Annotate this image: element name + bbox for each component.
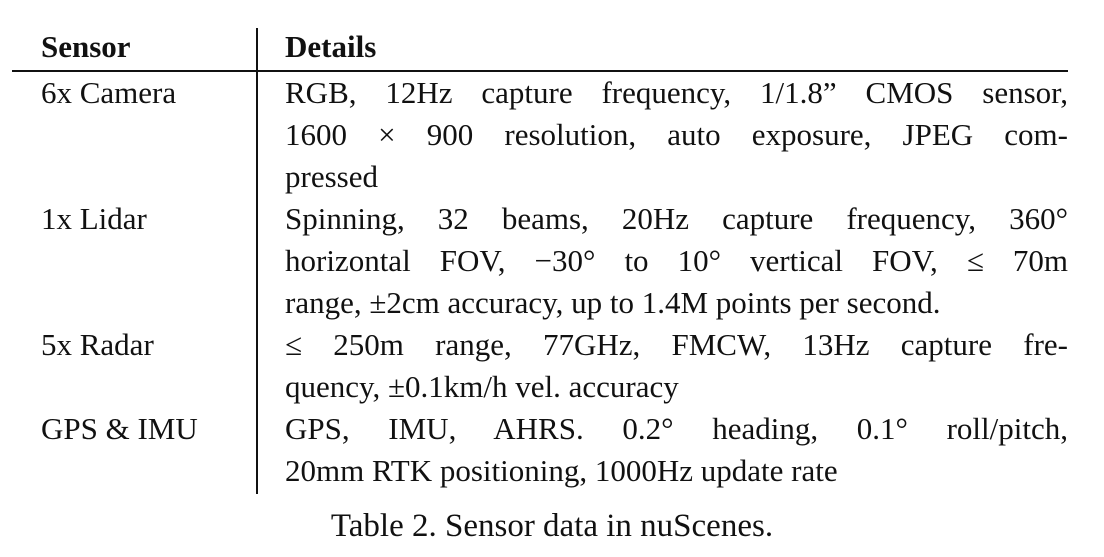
details-line: quency, ±0.1km/h vel. accuracy bbox=[285, 369, 679, 404]
sensor-name: 6x Camera bbox=[41, 75, 177, 110]
sensor-name: GPS & IMU bbox=[41, 411, 198, 446]
details-line: range, ±2cm accuracy, up to 1.4M points … bbox=[285, 285, 941, 320]
details-line: horizontal FOV, −30° to 10° vertical FOV… bbox=[285, 243, 1068, 278]
header-sensor: Sensor bbox=[41, 29, 131, 64]
sensor-details: Spinning, 32 beams, 20Hz capture frequen… bbox=[285, 198, 1068, 324]
header-details: Details bbox=[285, 29, 377, 64]
details-line: 1600 × 900 resolution, auto exposure, JP… bbox=[285, 117, 1068, 152]
header-rule bbox=[12, 70, 1068, 72]
details-line: ≤ 250m range, 77GHz, FMCW, 13Hz capture … bbox=[285, 327, 1068, 362]
sensor-name: 5x Radar bbox=[41, 327, 154, 362]
column-divider bbox=[256, 28, 258, 494]
details-line: GPS, IMU, AHRS. 0.2° heading, 0.1° roll/… bbox=[285, 411, 1068, 446]
details-line: 20mm RTK positioning, 1000Hz update rate bbox=[285, 453, 838, 488]
sensor-details: ≤ 250m range, 77GHz, FMCW, 13Hz capture … bbox=[285, 324, 1068, 408]
sensor-details: RGB, 12Hz capture frequency, 1/1.8” CMOS… bbox=[285, 72, 1068, 198]
details-line: RGB, 12Hz capture frequency, 1/1.8” CMOS… bbox=[285, 75, 1068, 110]
details-line: Spinning, 32 beams, 20Hz capture frequen… bbox=[285, 201, 1068, 236]
sensor-name: 1x Lidar bbox=[41, 201, 147, 236]
sensor-details: GPS, IMU, AHRS. 0.2° heading, 0.1° roll/… bbox=[285, 408, 1068, 492]
table-caption: Table 2. Sensor data in nuScenes. bbox=[330, 508, 774, 544]
details-line: pressed bbox=[285, 159, 378, 194]
